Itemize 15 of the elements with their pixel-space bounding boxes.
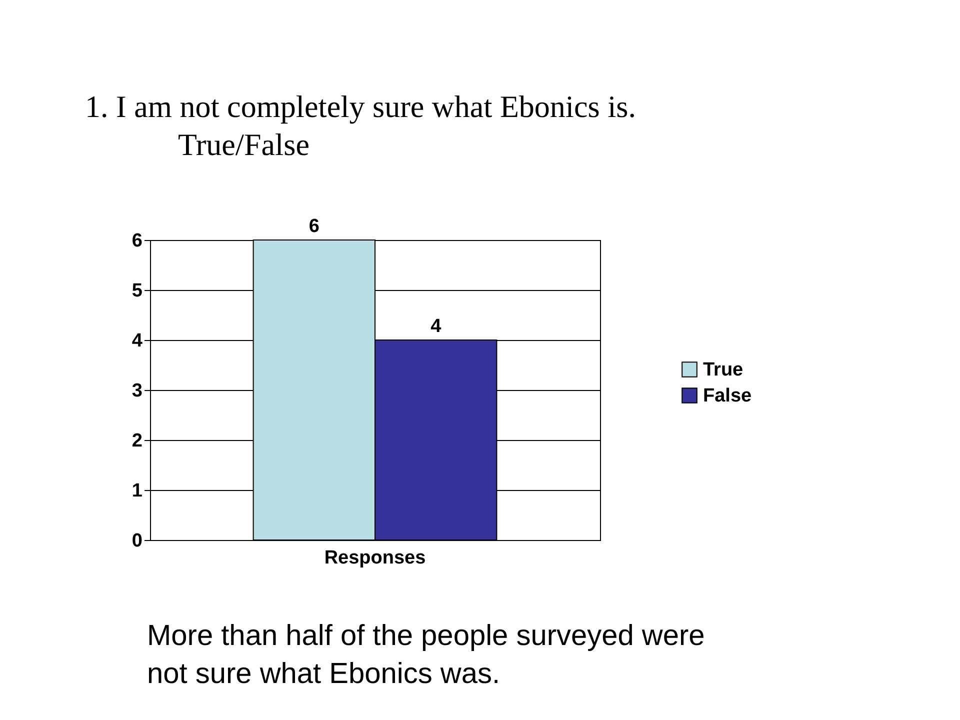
data-label: 6 — [308, 216, 320, 237]
text: More than half of the people surveyed were not sure what Ebonics was. — [147, 620, 705, 690]
y-tick-label: 0 — [132, 530, 142, 552]
chart-subtitle: True/False — [178, 127, 310, 162]
data-label: 4 — [430, 316, 442, 337]
y-tick-label: 5 — [132, 280, 143, 302]
y-tick-label: 4 — [132, 330, 143, 352]
legend-label: True — [703, 360, 744, 380]
y-tick-label: 1 — [132, 480, 143, 502]
y-tick-label: 2 — [132, 430, 142, 452]
x-tick-label: Responses — [324, 548, 426, 568]
legend-label: False — [703, 386, 752, 406]
y-tick-label: 3 — [132, 380, 142, 402]
y-tick-label: 6 — [132, 230, 142, 252]
chart-title: 1. I am not completely sure what Ebonics is. — [85, 89, 636, 124]
